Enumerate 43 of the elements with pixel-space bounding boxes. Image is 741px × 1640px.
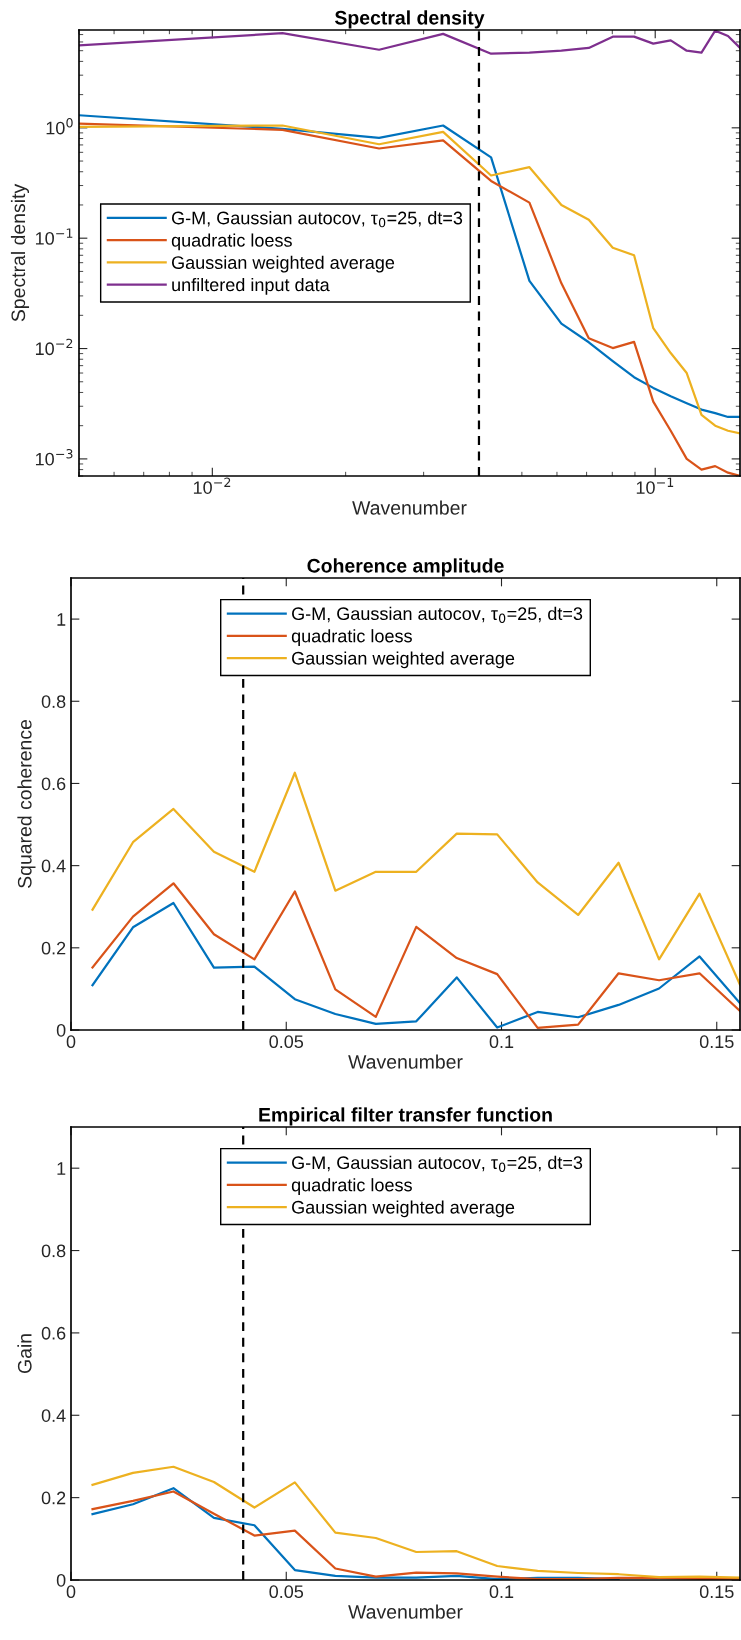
y-axis-title: Gain: [17, 1334, 32, 1374]
x-tick-label: 0.05: [269, 1035, 304, 1049]
legend-label: quadratic loess: [291, 1178, 412, 1195]
x-tick-label: 0.15: [699, 1035, 734, 1049]
y-tick-label: 1: [57, 613, 66, 626]
legend-label: G-M, Gaussian autocov, τ$_{0}$=25, dt=3: [292, 1155, 583, 1173]
y-tick-label: 10$^{−2}$: [35, 338, 73, 356]
line-series: [91, 1465, 740, 1579]
y-tick-label: 0.6: [41, 777, 66, 791]
legend-label: Gaussian weighted average: [292, 1200, 515, 1218]
y-tick-label: 10$^{−3}$: [35, 449, 73, 466]
x-axis-title: Wavenumber: [348, 1054, 463, 1069]
y-tick-label: 1: [57, 1162, 66, 1175]
y-tick-label: 10$^{0}$: [46, 117, 73, 135]
legend-label: Gaussian weighted average: [171, 255, 395, 273]
line-series: [91, 771, 740, 986]
y-tick-label: 0.2: [41, 941, 66, 955]
x-tick-label: 0.05: [269, 1585, 304, 1599]
y-tick-label: 0: [56, 1023, 66, 1037]
legend-label: quadratic loess: [171, 233, 292, 251]
y-tick-label: 0: [56, 1573, 66, 1587]
x-axis-title: Wavenumber: [348, 1604, 463, 1619]
x-axis-title: Wavenumber: [352, 500, 467, 515]
y-tick-label: 0.6: [41, 1326, 66, 1340]
y-axis-title: Squared coherence: [17, 720, 36, 888]
y-tick-label: 10$^{−1}$: [35, 228, 73, 245]
chart-title: Spectral density: [334, 10, 485, 29]
legend-label: quadratic loess: [291, 629, 412, 646]
y-axis-title: Spectral density: [10, 183, 30, 322]
y-tick-label: 0.8: [41, 1244, 66, 1258]
legend-label: unfiltered input data: [172, 277, 330, 295]
y-tick-label: 0.4: [41, 859, 66, 873]
chart-title: Coherence amplitude: [307, 558, 504, 577]
x-tick-label: 0.1: [489, 1035, 514, 1049]
y-tick-label: 0.2: [41, 1491, 66, 1505]
y-tick-label: 0.8: [41, 695, 66, 708]
y-tick-label: 0.4: [41, 1409, 66, 1422]
x-tick-label: 0.15: [699, 1585, 734, 1599]
chart-title: Empirical filter transfer function: [259, 1107, 552, 1126]
legend-label: G-M, Gaussian autocov, τ$_{0}$=25, dt=3: [292, 606, 583, 624]
legend-label: G-M, Gaussian autocov, τ$_{0}$=25, dt=3: [171, 211, 463, 228]
legend-label: Gaussian weighted average: [292, 651, 515, 669]
x-tick-label: 0.1: [489, 1585, 514, 1599]
